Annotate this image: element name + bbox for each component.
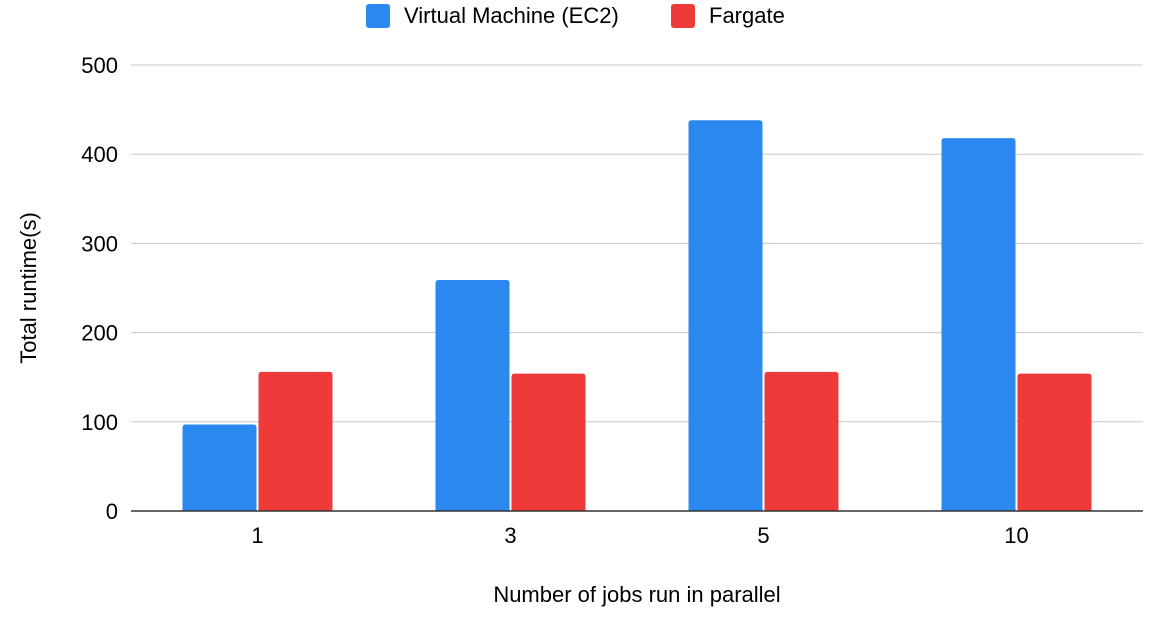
x-tick-label: 1 — [251, 523, 263, 548]
y-axis-ticks: 0 100 200 300 400 500 — [81, 53, 118, 524]
legend-swatch — [366, 4, 390, 28]
bars — [182, 120, 1092, 512]
x-tick-label: 5 — [757, 523, 769, 548]
bar-fargate-3 — [511, 373, 586, 511]
y-tick-label: 0 — [106, 499, 118, 524]
y-tick-label: 500 — [81, 53, 118, 78]
bar-fargate-1 — [258, 371, 333, 511]
bar-virtual-machine-ec2-5 — [688, 120, 763, 511]
y-tick-label: 300 — [81, 231, 118, 256]
legend-swatch — [671, 4, 695, 28]
x-tick-label: 3 — [504, 523, 516, 548]
bar-virtual-machine-ec2-1 — [182, 424, 257, 511]
bar-virtual-machine-ec2-10 — [941, 138, 1016, 512]
legend: Virtual Machine (EC2) Fargate — [366, 3, 785, 28]
x-tick-label: 10 — [1004, 523, 1028, 548]
bar-fargate-5 — [764, 371, 839, 511]
bar-virtual-machine-ec2-3 — [435, 279, 510, 511]
y-tick-label: 100 — [81, 410, 118, 435]
y-tick-label: 400 — [81, 142, 118, 167]
y-axis-label: Total runtime(s) — [16, 212, 41, 364]
x-axis-label: Number of jobs run in parallel — [493, 582, 780, 607]
legend-label: Fargate — [709, 3, 785, 28]
bar-fargate-10 — [1017, 373, 1092, 511]
x-axis-ticks: 1 3 5 10 — [251, 523, 1028, 548]
legend-label: Virtual Machine (EC2) — [404, 3, 619, 28]
y-tick-label: 200 — [81, 321, 118, 346]
